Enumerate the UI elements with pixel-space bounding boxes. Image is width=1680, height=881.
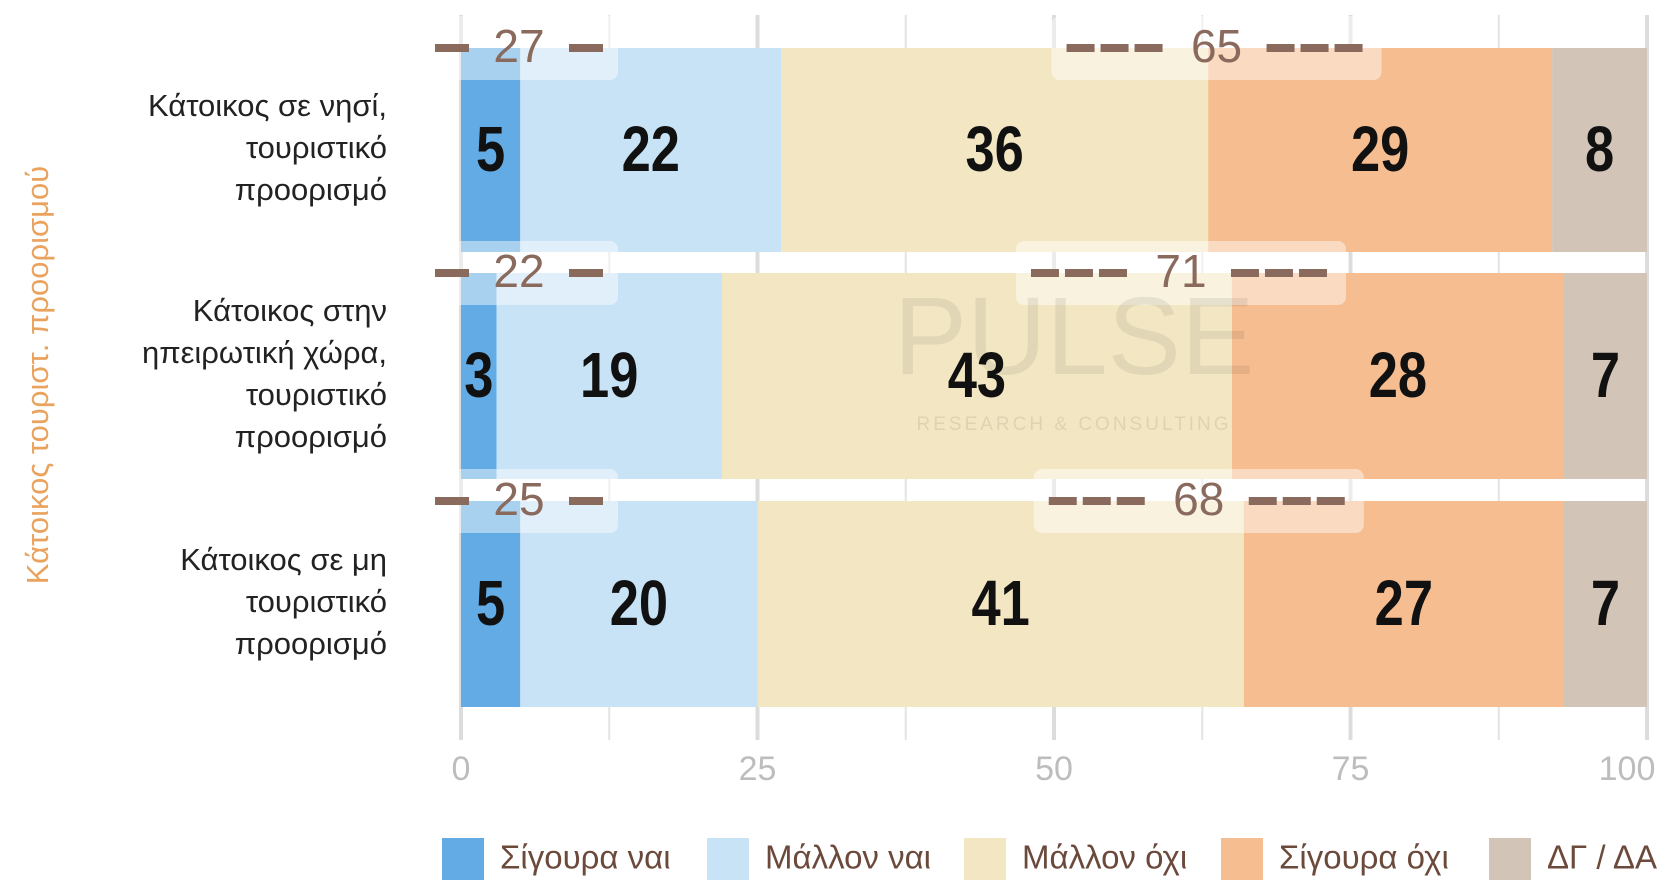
category-label: Κάτοικος σε νησί, τουριστικό προορισμό: [148, 88, 387, 207]
value-label: 19: [580, 340, 638, 411]
value-label: 5: [476, 568, 505, 639]
value-label: 36: [966, 114, 1024, 185]
bar-segment: [461, 48, 521, 252]
bar-segment: [520, 501, 758, 707]
value-label: 7: [1591, 568, 1620, 639]
legend-swatch: [442, 838, 484, 880]
bar-segment: [1231, 273, 1564, 479]
total-label: 27: [493, 20, 544, 72]
bar-segment: [1208, 48, 1553, 252]
value-label: 3: [464, 340, 493, 411]
value-label: 29: [1351, 114, 1409, 185]
watermark-subtitle: RESEARCH & CONSULTING: [917, 414, 1232, 435]
bar-segment: [1552, 48, 1647, 252]
x-tick-label: 75: [1332, 750, 1370, 788]
category-label: Κάτοικος σε μη τουριστικό προορισμό: [180, 542, 387, 661]
legend-label: Σίγουρα όχι: [1279, 839, 1449, 876]
value-label: 8: [1585, 114, 1614, 185]
legend-swatch: [1489, 838, 1531, 880]
value-label: 27: [1375, 568, 1433, 639]
legend-label: Σίγουρα ναι: [500, 839, 671, 876]
bar-segment: [1563, 273, 1647, 479]
total-box: [1033, 469, 1364, 533]
total-box: [420, 16, 618, 80]
bar-segment: [757, 501, 1244, 707]
total-label: 68: [1173, 473, 1224, 525]
x-tick-label: 100: [1599, 750, 1656, 788]
bar-segment: [461, 273, 497, 479]
legend-label: Μάλλον όχι: [1022, 839, 1187, 876]
value-label: 22: [622, 114, 680, 185]
bar-segment: [461, 501, 521, 707]
bar-segment: [1563, 501, 1647, 707]
y-axis-title: Κάτοικος τουριστ. προορισμού: [20, 166, 55, 584]
total-label: 25: [493, 473, 544, 525]
legend-label: ΔΓ / ΔΑ: [1547, 839, 1657, 876]
total-label: 22: [493, 245, 544, 297]
bar-segment: [721, 273, 1232, 479]
bar-segment: [496, 273, 722, 479]
bar-segment: [520, 48, 782, 252]
total-box: [1051, 16, 1382, 80]
category-label: Κάτοικος στην ηπειρωτική χώρα, τουριστικό π…: [142, 293, 387, 454]
x-tick-label: 50: [1035, 750, 1073, 788]
total-label: 65: [1191, 20, 1242, 72]
value-label: 5: [476, 114, 505, 185]
value-label: 28: [1369, 340, 1427, 411]
value-label: 20: [610, 568, 668, 639]
bar-segment: [1243, 501, 1564, 707]
total-box: [420, 241, 618, 305]
legend-label: Μάλλον ναι: [765, 839, 931, 876]
total-label: 71: [1155, 245, 1206, 297]
watermark-title: PULSE: [894, 275, 1255, 398]
x-tick-label: 25: [739, 750, 777, 788]
total-box: [420, 469, 618, 533]
total-box: [1015, 241, 1346, 305]
value-label: 7: [1591, 340, 1620, 411]
bar-segment: [781, 48, 1209, 252]
legend-swatch: [707, 838, 749, 880]
value-label: 43: [948, 340, 1006, 411]
x-tick-label: 0: [452, 750, 471, 788]
value-label: 41: [971, 568, 1029, 639]
legend-swatch: [964, 838, 1006, 880]
legend-swatch: [1221, 838, 1263, 880]
